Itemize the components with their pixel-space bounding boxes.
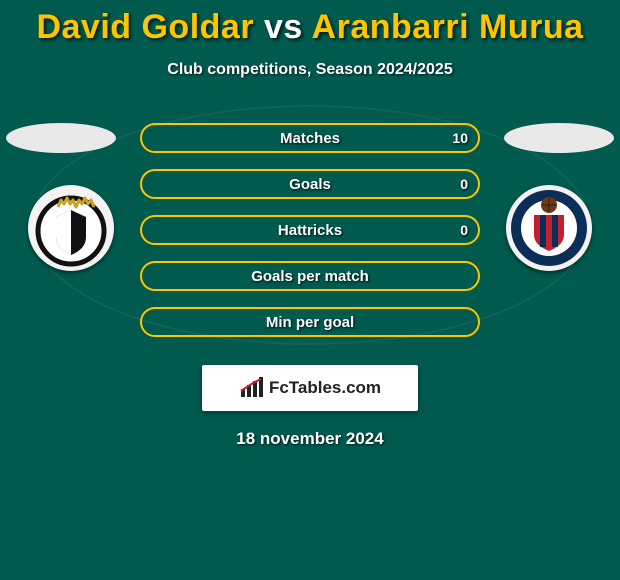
club-crest-left: [28, 185, 114, 271]
subtitle: Club competitions, Season 2024/2025: [0, 61, 620, 79]
stat-label: Goals per match: [142, 263, 478, 289]
brand-badge: FcTables.com: [202, 365, 418, 411]
stat-label: Min per goal: [142, 309, 478, 335]
stat-bar: Hattricks0: [140, 215, 480, 245]
page-title: David Goldar vs Aranbarri Murua: [0, 0, 620, 47]
stat-value-right: 0: [460, 171, 468, 197]
stat-bar: Matches10: [140, 123, 480, 153]
burgos-crest-icon: [28, 185, 114, 271]
club-crest-right: [506, 185, 592, 271]
comparison-stage: Matches10Goals0Hattricks0Goals per match…: [0, 123, 620, 353]
title-vs: vs: [264, 8, 303, 46]
stat-bar: Goals per match: [140, 261, 480, 291]
stat-bars: Matches10Goals0Hattricks0Goals per match…: [140, 123, 480, 337]
stat-value-right: 10: [452, 125, 468, 151]
stat-label: Matches: [142, 125, 478, 151]
title-player2: Aranbarri Murua: [312, 8, 584, 46]
stat-label: Goals: [142, 171, 478, 197]
stat-bar: Min per goal: [140, 307, 480, 337]
stat-bar: Goals0: [140, 169, 480, 199]
brand-text: FcTables.com: [269, 378, 381, 398]
bars-chart-icon: [239, 377, 265, 399]
title-player1: David Goldar: [36, 8, 254, 46]
stat-value-right: 0: [460, 217, 468, 243]
eibar-crest-icon: [506, 185, 592, 271]
player1-silhouette: [6, 123, 116, 153]
date-text: 18 november 2024: [0, 429, 620, 449]
stat-label: Hattricks: [142, 217, 478, 243]
player2-silhouette: [504, 123, 614, 153]
